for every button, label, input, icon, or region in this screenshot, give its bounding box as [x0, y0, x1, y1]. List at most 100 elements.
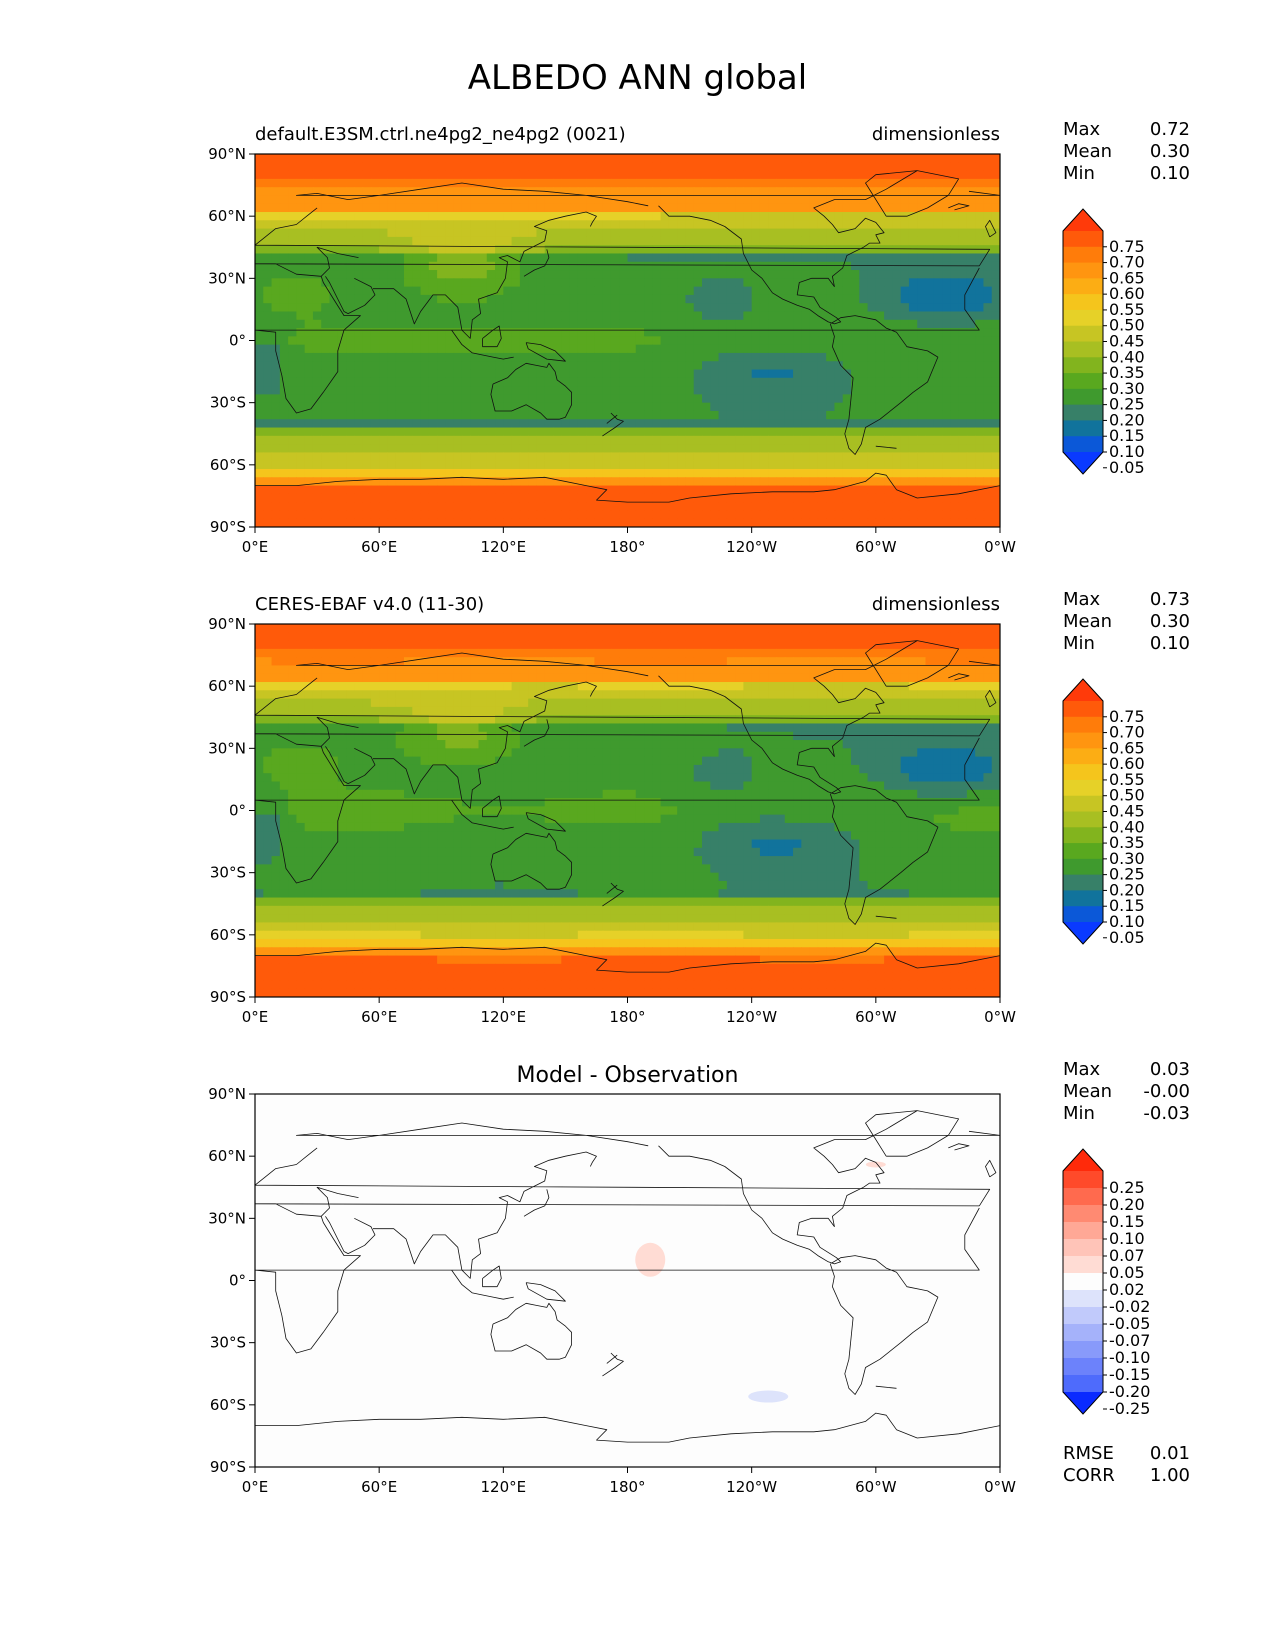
albedo-cell — [437, 162, 446, 172]
albedo-cell — [420, 665, 430, 675]
albedo-cell — [370, 468, 380, 478]
albedo-cell — [602, 187, 612, 197]
albedo-cell — [602, 154, 612, 163]
albedo-cell — [279, 187, 289, 197]
albedo-cell — [884, 195, 893, 205]
albedo-cell — [470, 386, 480, 395]
colorbar-tick-label: 0.30 — [1109, 379, 1145, 398]
albedo-cell — [404, 394, 413, 404]
albedo-cell — [470, 518, 480, 527]
albedo-cell — [553, 477, 562, 487]
albedo-cell — [428, 665, 438, 675]
albedo-cell — [337, 344, 347, 354]
albedo-cell — [544, 493, 554, 503]
albedo-cell — [544, 352, 554, 362]
albedo-cell — [743, 518, 753, 527]
albedo-cell — [917, 444, 927, 453]
albedo-cell — [495, 236, 504, 246]
albedo-cell — [726, 394, 736, 404]
albedo-cell — [735, 386, 744, 395]
albedo-cell — [900, 187, 910, 197]
albedo-cell — [693, 195, 703, 205]
albedo-cell — [379, 328, 389, 337]
albedo-cell — [337, 485, 347, 495]
albedo-cell — [536, 352, 546, 362]
albedo-cell — [428, 468, 438, 478]
albedo-cell — [991, 518, 1000, 527]
albedo-cell — [991, 319, 1000, 329]
albedo-cell — [851, 648, 860, 658]
albedo-cell — [288, 195, 297, 205]
albedo-cell — [271, 220, 281, 230]
albedo-cell — [793, 195, 802, 205]
albedo-cell — [561, 640, 571, 650]
albedo-cell — [445, 261, 455, 271]
albedo-cell — [478, 328, 488, 337]
albedo-cell — [362, 518, 372, 527]
albedo-cell — [991, 203, 1000, 213]
albedo-cell — [759, 632, 769, 642]
albedo-cell — [279, 203, 289, 213]
albedo-cell — [412, 195, 422, 205]
albedo-cell — [668, 452, 678, 462]
albedo-cell — [511, 187, 521, 197]
albedo-cell — [975, 195, 985, 205]
albedo-cell — [925, 261, 935, 271]
albedo-cell — [759, 690, 769, 700]
albedo-cell — [321, 328, 331, 337]
albedo-cell — [519, 278, 529, 288]
albedo-cell — [942, 468, 951, 478]
albedo-cell — [942, 236, 951, 246]
albedo-cell — [486, 178, 496, 188]
albedo-cell — [900, 369, 910, 379]
albedo-cell — [784, 394, 794, 404]
albedo-cell — [619, 657, 629, 667]
albedo-cell — [759, 328, 769, 337]
albedo-cell — [412, 452, 422, 462]
albedo-cell — [296, 278, 306, 288]
albedo-cell — [329, 311, 339, 321]
albedo-cell — [801, 162, 811, 172]
albedo-cell — [528, 632, 538, 642]
albedo-cell — [586, 682, 595, 691]
albedo-cell — [975, 502, 985, 512]
albedo-cell — [329, 386, 339, 395]
albedo-cell — [420, 502, 430, 512]
albedo-cell — [395, 270, 405, 279]
albedo-cell — [950, 303, 960, 313]
albedo-cell — [892, 294, 902, 304]
albedo-cell — [660, 518, 670, 527]
albedo-cell — [652, 502, 662, 512]
albedo-cell — [346, 419, 355, 429]
albedo-cell — [942, 154, 951, 163]
albedo-cell — [354, 518, 364, 527]
albedo-cell — [379, 212, 389, 221]
albedo-cell — [437, 344, 446, 354]
albedo-cell — [983, 303, 993, 313]
albedo-cell — [602, 698, 612, 708]
albedo-cell — [875, 303, 885, 313]
albedo-cell — [519, 502, 529, 512]
albedo-cell — [461, 203, 471, 213]
albedo-cell — [594, 253, 604, 263]
albedo-cell — [735, 377, 744, 387]
albedo-cell — [801, 460, 811, 470]
albedo-cell — [263, 427, 273, 437]
albedo-cell — [702, 212, 711, 221]
albedo-cell — [362, 682, 372, 691]
albedo-cell — [652, 665, 662, 675]
albedo-cell — [511, 468, 521, 478]
albedo-cell — [702, 286, 711, 296]
albedo-cell — [859, 361, 869, 371]
albedo-cell — [834, 344, 844, 354]
albedo-cell — [279, 427, 289, 437]
albedo-cell — [900, 624, 910, 633]
albedo-cell — [461, 377, 471, 387]
albedo-cell — [412, 261, 422, 271]
albedo-cell — [370, 632, 380, 642]
albedo-cell — [412, 518, 422, 527]
albedo-cell — [627, 419, 637, 429]
albedo-cell — [875, 220, 885, 230]
albedo-cell — [735, 286, 744, 296]
albedo-cell — [991, 444, 1000, 453]
